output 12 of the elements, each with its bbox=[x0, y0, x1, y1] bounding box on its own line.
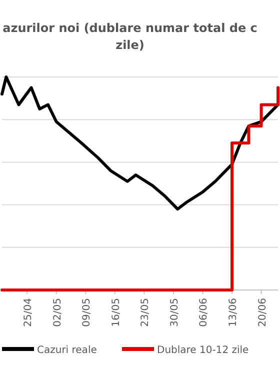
x-tick-label: 02/05 bbox=[52, 298, 64, 327]
x-tick-label: 30/05 bbox=[169, 298, 180, 327]
x-tick-label: 23/05 bbox=[140, 298, 152, 327]
x-tick-label: 25/04 bbox=[23, 298, 34, 327]
x-tick-label: 06/06 bbox=[198, 298, 210, 327]
x-tick-label: 13/06 bbox=[228, 298, 239, 327]
legend-label: Cazuri reale bbox=[37, 345, 97, 356]
legend-label: Dublare 10-12 zile bbox=[157, 345, 249, 356]
x-tick-label: 16/05 bbox=[110, 298, 122, 327]
chart-title: azurilor noi (dublare numar total de c zile) bbox=[2, 21, 258, 52]
x-tick-label: 09/05 bbox=[82, 298, 93, 327]
x-tick-label: 20/06 bbox=[257, 298, 268, 327]
